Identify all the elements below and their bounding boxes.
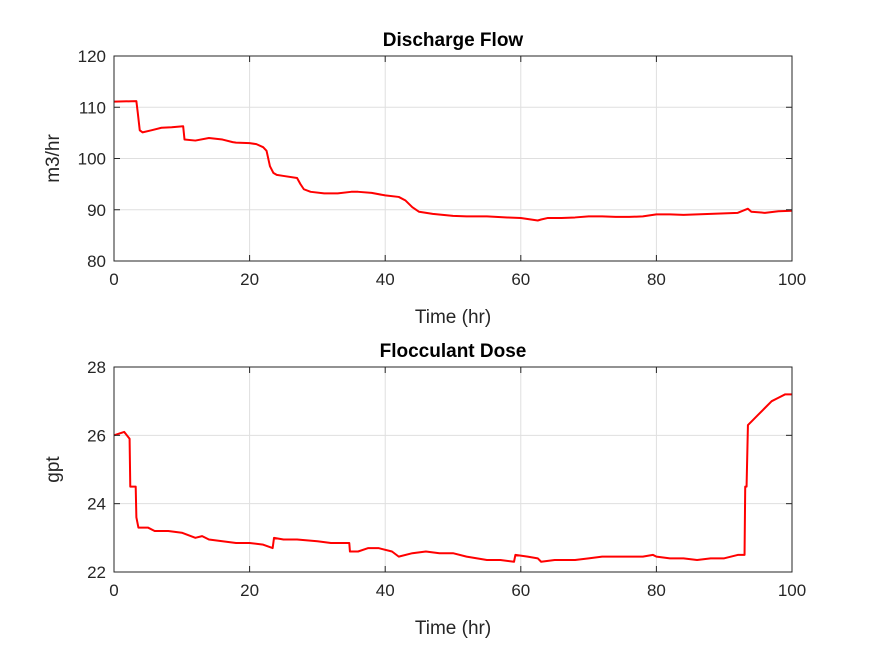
x-tick-label: 40 bbox=[376, 270, 395, 289]
y-tick-label: 90 bbox=[87, 201, 106, 220]
chart-title: Discharge Flow bbox=[383, 30, 524, 51]
x-tick-label: 60 bbox=[511, 270, 530, 289]
y-tick-label: 22 bbox=[87, 563, 106, 582]
y-tick-label: 100 bbox=[78, 150, 106, 169]
y-tick-label: 80 bbox=[87, 252, 106, 271]
series-line bbox=[113, 393, 792, 563]
y-axis-label: m3/hr bbox=[43, 134, 64, 183]
y-tick-label: 28 bbox=[87, 358, 106, 377]
y-tick-label: 110 bbox=[79, 98, 106, 117]
x-tick-label: 100 bbox=[778, 270, 806, 289]
x-tick-label: 20 bbox=[240, 270, 259, 289]
y-axis-label: gpt bbox=[43, 456, 64, 483]
x-axis-label: Time (hr) bbox=[415, 618, 491, 639]
plot-area bbox=[114, 367, 792, 572]
x-tick-label: 100 bbox=[778, 581, 806, 600]
x-tick-label: 0 bbox=[109, 270, 118, 289]
x-axis-label: Time (hr) bbox=[415, 307, 491, 328]
flocculant-dose-chart: 0 20 40 60 80 100 22 24 26 28 Flocculant Dose Time … bbox=[43, 341, 806, 639]
chart-title: Flocculant Dose bbox=[380, 341, 527, 362]
series-line bbox=[113, 100, 793, 222]
discharge-flow-chart: 0 20 40 60 80 100 80 90 100 110 120 Discharge Flow T… bbox=[43, 30, 806, 328]
x-tick-label: 0 bbox=[109, 581, 118, 600]
axes-frame bbox=[113, 366, 793, 573]
x-tick-label: 60 bbox=[511, 581, 530, 600]
x-tick-label: 40 bbox=[376, 581, 395, 600]
y-tick-label: 26 bbox=[87, 426, 106, 445]
y-tick-label: 24 bbox=[87, 495, 106, 514]
x-tick-label: 20 bbox=[240, 581, 259, 600]
y-tick-label: 120 bbox=[78, 47, 106, 66]
x-tick-label: 80 bbox=[647, 270, 666, 289]
x-tick-label: 80 bbox=[647, 581, 666, 600]
